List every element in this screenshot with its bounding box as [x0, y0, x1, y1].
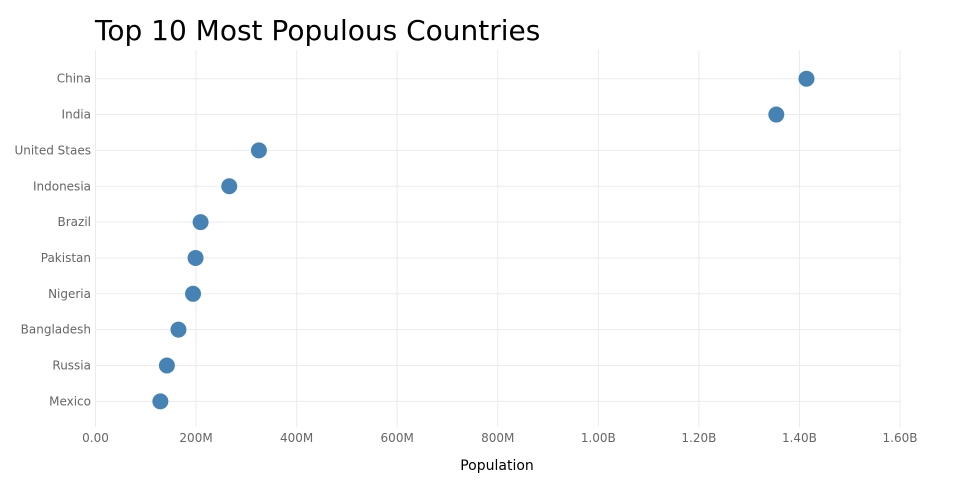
x-tick-label: 0.00	[82, 431, 109, 445]
y-tick-label: India	[62, 108, 91, 122]
data-points	[152, 70, 815, 410]
data-point-bangladesh[interactable]	[170, 321, 187, 338]
y-tick-label: Brazil	[58, 215, 92, 229]
x-tick-label: 1.00B	[581, 431, 616, 445]
y-tick-label: Bangladesh	[21, 323, 91, 337]
x-axis-ticks: 0.00 200M 400M 600M 800M 1.00B 1.20B 1.40B 1.60B	[82, 431, 917, 445]
data-point-china[interactable]	[798, 70, 815, 87]
y-tick-label: United Staes	[14, 143, 91, 157]
y-tick-label: Indonesia	[33, 179, 91, 193]
grid	[95, 50, 901, 427]
y-tick-label: Nigeria	[48, 287, 91, 301]
x-tick-label: 1.20B	[681, 431, 716, 445]
x-axis-label: Population	[460, 458, 534, 474]
data-point-india[interactable]	[768, 106, 785, 123]
y-tick-label: Russia	[52, 359, 91, 373]
data-point-united-staes[interactable]	[250, 142, 267, 159]
data-point-russia[interactable]	[158, 357, 175, 374]
data-point-nigeria[interactable]	[185, 285, 202, 302]
x-tick-label: 600M	[381, 431, 414, 445]
y-tick-label: Mexico	[49, 394, 91, 408]
x-tick-label: 200M	[179, 431, 212, 445]
chart-title: Top 10 Most Populous Countries	[94, 14, 540, 47]
y-tick-label: China	[57, 72, 91, 86]
data-point-indonesia[interactable]	[221, 178, 238, 195]
y-axis-ticks: China India United Staes Indonesia Brazil Pak…	[14, 72, 91, 409]
y-tick-label: Pakistan	[41, 251, 91, 265]
x-tick-label: 400M	[280, 431, 313, 445]
x-tick-label: 1.40B	[782, 431, 817, 445]
x-tick-label: 1.60B	[883, 431, 918, 445]
x-tick-label: 800M	[481, 431, 514, 445]
data-point-mexico[interactable]	[152, 393, 169, 410]
data-point-brazil[interactable]	[192, 214, 209, 231]
data-point-pakistan[interactable]	[187, 249, 204, 266]
